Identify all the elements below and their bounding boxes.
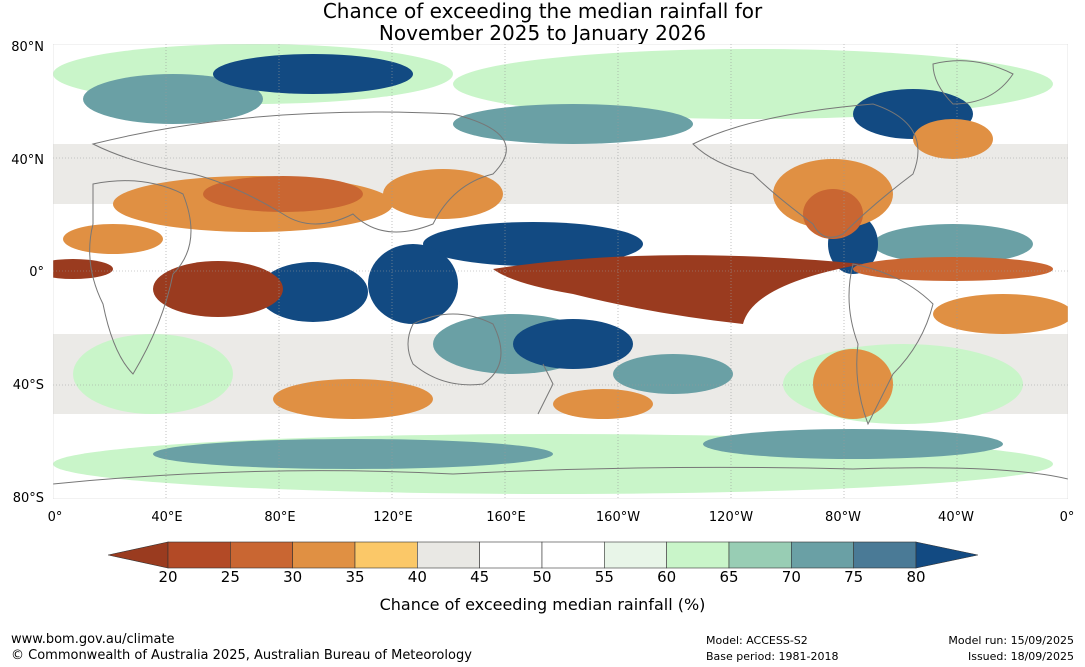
colorbar-segment <box>354 541 418 569</box>
colorbar-segment <box>666 541 730 569</box>
lon-label-40w: 40°W <box>938 510 974 525</box>
colorbar-extend-high <box>915 541 978 569</box>
lon-label-0-east: 0° <box>1059 510 1075 525</box>
lat-label-40n: 40°N <box>11 153 44 168</box>
colorbar-tick-label: 55 <box>594 568 614 586</box>
colorbar-segment <box>853 541 917 569</box>
lon-label-40e: 40°E <box>151 510 183 525</box>
lat-label-equator: 0° <box>29 265 44 280</box>
colorbar-tick-label: 65 <box>719 568 739 586</box>
lon-label-80e: 80°E <box>264 510 296 525</box>
moderate-dry-regions <box>203 176 1053 281</box>
colorbar-tick-label: 70 <box>781 568 801 586</box>
colorbar-tick-label: 80 <box>906 568 926 586</box>
colorbar-tick-label: 25 <box>220 568 240 586</box>
colorbar <box>108 541 978 569</box>
colorbar-segment <box>728 541 792 569</box>
strong-dry-regions <box>53 255 863 324</box>
colorbar-tick-label: 50 <box>532 568 552 586</box>
colorbar-segment <box>791 541 854 569</box>
lat-label-80s: 80°S <box>12 491 44 506</box>
colorbar-tick-label: 40 <box>407 568 427 586</box>
colorbar-tick-label: 20 <box>158 568 178 586</box>
colorbar-segment <box>604 541 667 569</box>
rainfall-outlook-map <box>53 44 1068 499</box>
colorbar-segment <box>167 541 231 569</box>
model-text: Model: ACCESS-S2 <box>706 634 808 647</box>
colorbar-tick-label: 45 <box>470 568 490 586</box>
lat-label-80n: 80°N <box>11 40 44 55</box>
colorbar-extend-low <box>108 541 169 569</box>
colorbar-segment <box>541 541 605 569</box>
graticule <box>53 44 1068 499</box>
website-text: www.bom.gov.au/climate <box>11 632 175 647</box>
copyright-text: © Commonwealth of Australia 2025, Austra… <box>11 648 472 663</box>
lon-label-120w: 120°W <box>708 510 754 525</box>
coastlines <box>53 60 1068 485</box>
issued-text: Issued: 18/09/2025 <box>967 650 1074 663</box>
lon-label-120e: 120°E <box>373 510 413 525</box>
lon-label-160e: 160°E <box>486 510 526 525</box>
moderate-wet-regions <box>83 74 1033 469</box>
colorbar-segment <box>292 541 356 569</box>
colorbar-tick-label: 30 <box>283 568 303 586</box>
lon-label-80w: 80°W <box>825 510 861 525</box>
colorbar-label: Chance of exceeding median rainfall (%) <box>379 595 706 614</box>
model-run-text: Model run: 15/09/2025 <box>948 634 1074 647</box>
colorbar-tick-label: 60 <box>657 568 677 586</box>
colorbar-segment <box>230 541 293 569</box>
colorbar-tick-label: 35 <box>345 568 365 586</box>
colorbar-segment <box>479 541 543 569</box>
map-title-line-2: November 2025 to January 2026 <box>378 21 707 45</box>
lat-label-40s: 40°S <box>12 378 44 393</box>
colorbar-tick-label: 75 <box>844 568 864 586</box>
base-period-text: Base period: 1981-2018 <box>706 650 839 663</box>
lon-label-160w: 160°W <box>595 510 641 525</box>
map-title-line-1: Chance of exceeding the median rainfall … <box>322 0 763 23</box>
colorbar-segment <box>417 541 480 569</box>
lon-label-0: 0° <box>47 510 63 525</box>
